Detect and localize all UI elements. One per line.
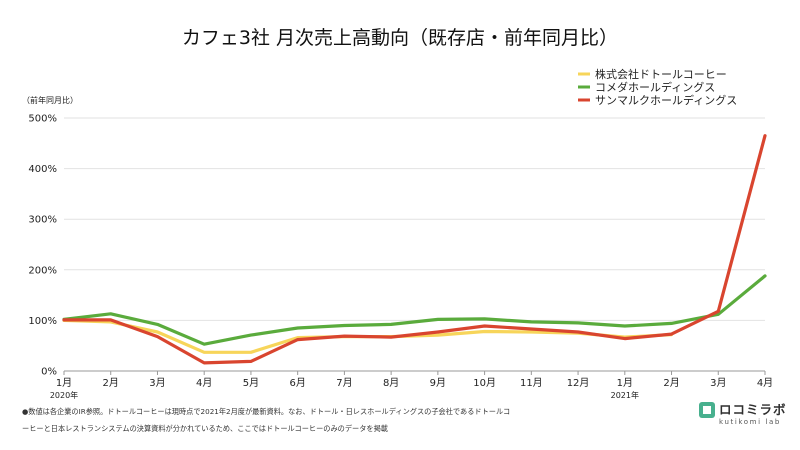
x-tick-label: 2月	[663, 377, 679, 389]
x-tick-label: 1月	[617, 377, 633, 389]
legend-label: サンマルクホールディングス	[595, 93, 737, 107]
y-axis-ticks: 0% 100% 200% 300% 400% 500%	[28, 114, 57, 378]
x-axis-ticks: 1月 2月 3月 4月 5月 6月 7月 8月 9月 10月 11月 12月 1月 2月 3月 4月	[56, 371, 773, 389]
x-tick-label: 7月	[336, 377, 352, 389]
x-tick-label: 6月	[289, 377, 305, 389]
y-tick-label: 200%	[28, 265, 57, 276]
year-label: 2020年	[50, 390, 78, 400]
y-tick-label: 400%	[28, 164, 57, 175]
series-line-2	[62, 274, 767, 346]
y-tick-label: 300%	[28, 215, 57, 226]
x-tick-label: 3月	[149, 377, 165, 389]
footnote: ●数値は各企業のIR参照。ドトールコーヒーは現時点で2021年2月度が最新資料。…	[22, 407, 510, 433]
x-tick-label: 5月	[243, 377, 259, 389]
x-tick-label: 4月	[757, 377, 773, 389]
year-labels: 2020年 2021年	[50, 390, 639, 400]
brand-mark-inner	[703, 406, 711, 414]
legend-label: 株式会社ドトールコーヒー	[595, 67, 727, 81]
series-line-3	[62, 134, 767, 365]
x-tick-label: 2月	[103, 377, 119, 389]
x-tick-label: 9月	[430, 377, 446, 389]
x-tick-label: 4月	[196, 377, 212, 389]
footnote-line-1: ●数値は各企業のIR参照。ドトールコーヒーは現時点で2021年2月度が最新資料。…	[22, 407, 510, 416]
x-tick-label: 11月	[520, 377, 543, 389]
brand-logo: ロコミラボ kutikomi lab	[699, 402, 787, 426]
y-axis-label: （前年同月比）	[22, 95, 78, 105]
brand-subtitle: kutikomi lab	[719, 418, 781, 426]
legend-label: コメダホールディングス	[595, 80, 715, 94]
x-tick-label: 12月	[567, 377, 590, 389]
grid	[64, 117, 765, 372]
x-tick-label: 3月	[710, 377, 726, 389]
chart-title: カフェ3社 月次売上高動向（既存店・前年同月比）	[182, 27, 618, 49]
brand-name: ロコミラボ	[719, 402, 787, 417]
y-tick-label: 100%	[28, 316, 57, 327]
x-tick-label: 1月	[56, 377, 72, 389]
y-tick-label: 500%	[28, 114, 57, 125]
x-tick-label: 8月	[383, 377, 399, 389]
series-lines	[62, 134, 767, 365]
year-label: 2021年	[611, 390, 639, 400]
footnote-line-2: ーヒーと日本レストランシステムの決算資料が分かれているため、ここではドトールコー…	[22, 424, 388, 433]
y-tick-label: 0%	[41, 367, 57, 378]
x-tick-label: 10月	[473, 377, 496, 389]
